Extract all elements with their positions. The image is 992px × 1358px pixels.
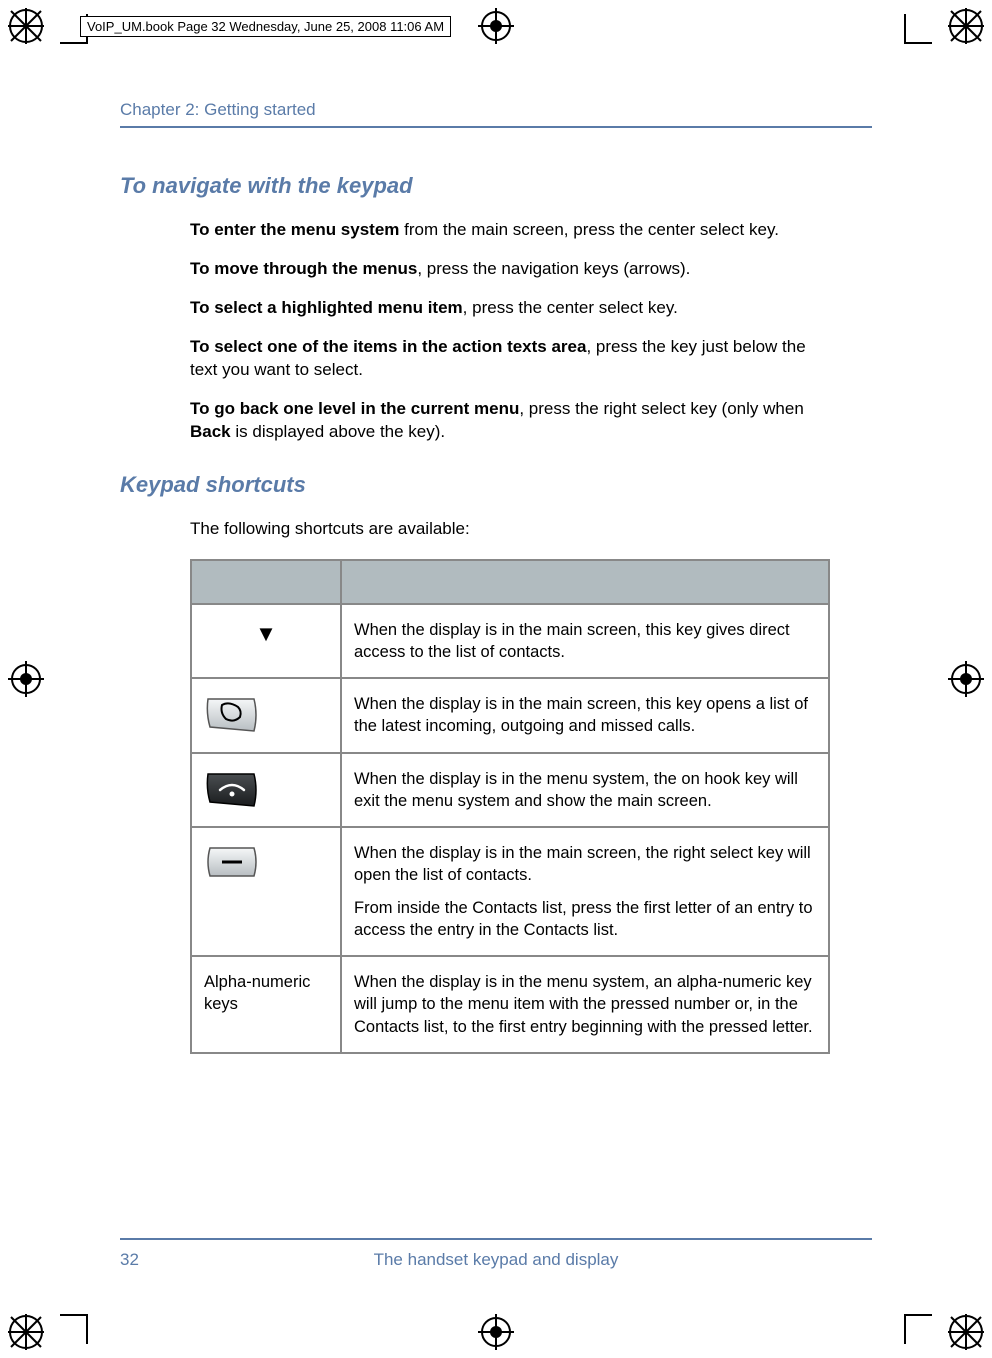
alphanumeric-label: Alpha-numeric keys: [191, 956, 341, 1053]
print-mark-icon: [8, 661, 44, 697]
row0-desc: When the display is in the main screen, …: [341, 604, 829, 679]
table-row: Alpha-numeric keys When the display is i…: [191, 956, 829, 1053]
chapter-rule: [120, 126, 872, 128]
print-mark-icon: [948, 8, 984, 44]
row3-desc1: When the display is in the main screen, …: [354, 842, 816, 887]
crop-mark: [60, 42, 88, 44]
print-mark-icon: [478, 1314, 514, 1350]
p4-bold: To select one of the items in the action…: [190, 337, 586, 356]
table-row: When the display is in the menu system, …: [191, 753, 829, 828]
section1-body: To enter the menu system from the main s…: [190, 219, 830, 444]
print-mark-icon: [8, 8, 44, 44]
crop-mark: [904, 1314, 932, 1316]
crop-mark: [904, 1316, 906, 1344]
table-row: When the display is in the main screen, …: [191, 827, 829, 956]
running-header: VoIP_UM.book Page 32 Wednesday, June 25,…: [80, 16, 451, 37]
section2-intro: The following shortcuts are available:: [190, 518, 830, 541]
p2-rest: , press the navigation keys (arrows).: [417, 259, 690, 278]
p5-bold: To go back one level in the current menu: [190, 399, 519, 418]
p5-end: is displayed above the key).: [231, 422, 446, 441]
print-mark-icon: [478, 8, 514, 44]
p1-rest: from the main screen, press the center s…: [399, 220, 779, 239]
crop-mark: [904, 14, 906, 42]
crop-mark: [60, 1314, 88, 1316]
onhook-key-icon: [191, 753, 341, 828]
p3-rest: , press the center select key.: [463, 298, 678, 317]
print-mark-icon: [948, 661, 984, 697]
print-mark-icon: [948, 1314, 984, 1350]
footer-text: The handset keypad and display: [0, 1250, 992, 1270]
shortcuts-table: ▼ When the display is in the main screen…: [190, 559, 830, 1054]
right-select-key-icon: [191, 827, 341, 956]
crop-mark: [904, 42, 932, 44]
table-header-desc: [341, 560, 829, 604]
row1-desc: When the display is in the main screen, …: [341, 678, 829, 753]
section-heading-navigate: To navigate with the keypad: [120, 173, 872, 199]
print-mark-icon: [8, 1314, 44, 1350]
row3-desc2: From inside the Contacts list, press the…: [354, 897, 816, 942]
table-row: ▼ When the display is in the main screen…: [191, 604, 829, 679]
row3-desc: When the display is in the main screen, …: [341, 827, 829, 956]
p1-bold: To enter the menu system: [190, 220, 399, 239]
footer-rule: [120, 1238, 872, 1240]
shortcuts-intro-text: The following shortcuts are available:: [190, 518, 830, 541]
p2-bold: To move through the menus: [190, 259, 417, 278]
offhook-key-icon: [191, 678, 341, 753]
section-heading-shortcuts: Keypad shortcuts: [120, 472, 872, 498]
table-row: When the display is in the main screen, …: [191, 678, 829, 753]
p3-bold: To select a highlighted menu item: [190, 298, 463, 317]
crop-mark: [86, 1316, 88, 1344]
p5-bold2: Back: [190, 422, 231, 441]
chapter-label: Chapter 2: Getting started: [120, 100, 872, 120]
table-header-key: [191, 560, 341, 604]
row2-desc: When the display is in the menu system, …: [341, 753, 829, 828]
row4-desc: When the display is in the menu system, …: [341, 956, 829, 1053]
p5-mid: , press the right select key (only when: [519, 399, 803, 418]
down-arrow-icon: ▼: [191, 604, 341, 679]
